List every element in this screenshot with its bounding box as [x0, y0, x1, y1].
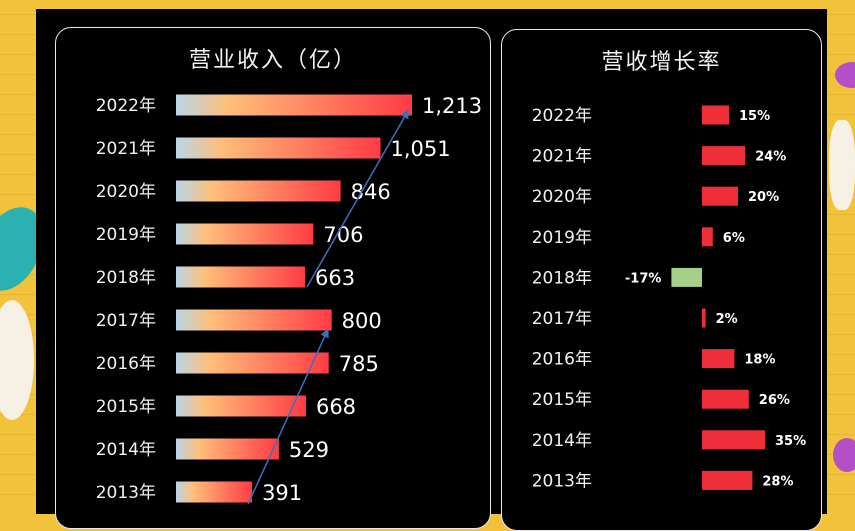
revenue-year-label: 2013年 [96, 483, 156, 503]
growth-value-label: 26% [759, 393, 790, 408]
revenue-value-label: 785 [339, 352, 379, 376]
growth-bar [702, 349, 735, 369]
revenue-bar [176, 223, 314, 245]
growth-year-label: 2019年 [532, 228, 592, 248]
revenue-value-label: 391 [262, 481, 302, 505]
growth-bar [671, 267, 702, 287]
revenue-year-label: 2015年 [96, 397, 156, 417]
growth-value-label: 28% [762, 474, 793, 489]
revenue-year-label: 2022年 [96, 96, 156, 116]
growth-value-label: 18% [744, 353, 775, 368]
revenue-trend-arrow [306, 109, 409, 288]
revenue-value-label: 668 [316, 395, 356, 419]
growth-value-label: 2% [716, 312, 738, 327]
growth-value-label: 20% [748, 190, 779, 205]
growth-panel: 营收增长率 [501, 29, 822, 531]
growth-bar [702, 105, 729, 125]
growth-year-label: 2021年 [532, 147, 592, 167]
growth-bar [702, 146, 746, 166]
revenue-chart-title: 营业收入（亿） [188, 48, 357, 73]
decorative-purple-shape [835, 62, 855, 88]
revenue-year-label: 2021年 [96, 139, 156, 159]
growth-year-label: 2016年 [532, 350, 592, 370]
growth-year-label: 2022年 [532, 106, 592, 126]
revenue-bar [176, 180, 341, 202]
revenue-bar [176, 137, 381, 159]
revenue-bar [176, 352, 329, 374]
revenue-value-label: 529 [289, 438, 329, 462]
revenue-value-label: 706 [323, 223, 363, 247]
growth-bar [702, 389, 749, 409]
revenue-year-label: 2014年 [96, 440, 156, 460]
revenue-value-label: 1,051 [390, 137, 450, 161]
growth-value-label: -17% [625, 271, 662, 286]
revenue-bar [176, 481, 253, 503]
growth-bar [702, 227, 713, 247]
revenue-trend-arrow [247, 328, 329, 505]
growth-year-label: 2020年 [532, 187, 592, 207]
growth-year-label: 2013年 [532, 471, 592, 491]
revenue-bar [176, 438, 279, 460]
growth-bar [702, 470, 753, 490]
growth-chart: 2022年 15% 2021年 24% 2020年 20% 2019年 6% 2018年 -17%… [532, 105, 806, 491]
growth-bar [702, 308, 706, 328]
revenue-year-label: 2016年 [96, 354, 156, 374]
growth-year-label: 2017年 [532, 309, 592, 329]
growth-year-label: 2018年 [532, 268, 592, 288]
revenue-bar [176, 266, 305, 288]
revenue-year-label: 2018年 [96, 268, 156, 288]
growth-chart-title: 营收增长率 [601, 50, 722, 75]
decorative-purple-shape-bottom [833, 438, 855, 472]
revenue-bar [176, 94, 412, 116]
decorative-white-shape [0, 300, 34, 420]
revenue-value-label: 663 [315, 266, 355, 290]
growth-value-label: 15% [739, 109, 770, 124]
growth-value-label: 6% [723, 231, 745, 246]
growth-year-label: 2015年 [532, 390, 592, 410]
growth-year-label: 2014年 [532, 431, 592, 451]
growth-value-label: 24% [755, 150, 786, 165]
revenue-year-label: 2020年 [96, 182, 156, 202]
revenue-value-label: 1,213 [422, 94, 482, 118]
revenue-year-label: 2019年 [96, 225, 156, 245]
growth-bar [702, 430, 765, 450]
revenue-value-label: 800 [342, 309, 382, 333]
growth-value-label: 35% [775, 434, 806, 449]
revenue-year-label: 2017年 [96, 311, 156, 331]
revenue-bar [176, 309, 332, 331]
growth-bar [702, 186, 738, 206]
decorative-white-shape-right [829, 120, 855, 210]
revenue-bar [176, 395, 306, 417]
